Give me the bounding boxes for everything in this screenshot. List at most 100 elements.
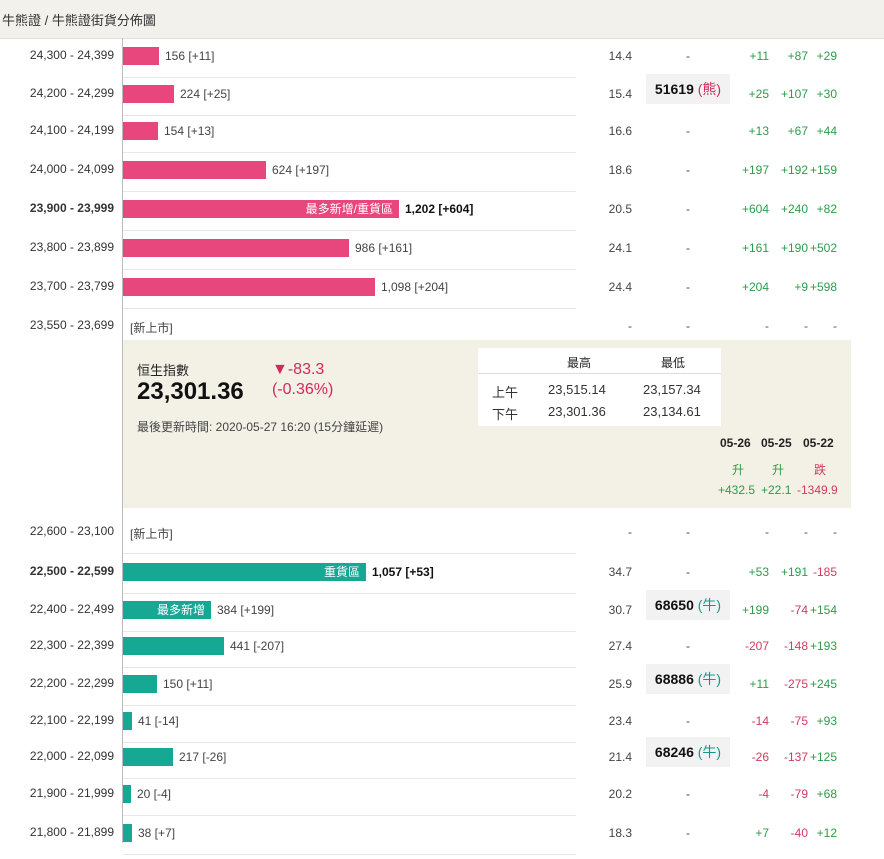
change-1: -26 (751, 750, 769, 764)
row-separator (123, 705, 576, 706)
count-bar[interactable] (123, 47, 159, 65)
row-separator (123, 191, 576, 192)
bear-row: 24,100 - 24,199 154 [+13] 16.6 - +13 +67 +44 (0, 119, 884, 157)
bar-count: 41 [-14] (138, 714, 179, 728)
count-bar[interactable] (123, 161, 266, 179)
product-code-empty: - (686, 49, 690, 63)
product-code-empty: - (686, 826, 690, 840)
bar-count: 217 [-26] (179, 750, 227, 764)
count-bar[interactable] (123, 637, 224, 655)
count-bar[interactable] (123, 85, 174, 103)
bull-row: 22,500 - 22,599 重貨區 1,057 [+53] 34.7 - +53 +19… (0, 560, 884, 598)
trend-value-1: +432.5 (718, 483, 756, 497)
bar-count: 38 [+7] (138, 826, 176, 840)
bar-count: 986 [+161] (355, 241, 413, 255)
ratio-value: 34.7 (608, 565, 632, 579)
index-name: 恒生指數 (137, 363, 190, 378)
change-1: -4 (758, 787, 769, 801)
trend-label-1: 升 (732, 463, 745, 477)
count-bar[interactable] (123, 601, 211, 619)
change-2: +107 (780, 87, 808, 101)
new-listing-label: [新上市] (130, 321, 173, 335)
bear-row: 23,700 - 23,799 1,098 [+204] 24.4 - +204 +9 +5… (0, 275, 884, 313)
index-change-percent: (-0.36%) (272, 381, 334, 398)
price-range: 22,200 - 22,299 (29, 676, 114, 690)
breadcrumb[interactable]: 牛熊證 / 牛熊證街貨分佈圖 (2, 13, 156, 28)
count-bar[interactable] (123, 563, 366, 581)
bar-count: 1,057 [+53] (372, 565, 434, 579)
change-1: -14 (751, 714, 769, 728)
change-3: +82 (816, 202, 837, 216)
row-separator (123, 742, 576, 743)
product-code[interactable]: 68246 (牛) (646, 737, 730, 767)
product-code-empty: - (686, 280, 690, 294)
product-code[interactable]: 51619 (熊) (646, 74, 730, 104)
row-separator (123, 115, 576, 116)
ratio-value: 15.4 (608, 87, 632, 101)
ratio-value: 20.2 (608, 787, 632, 801)
count-bar[interactable] (123, 712, 132, 730)
change-1: +53 (748, 565, 769, 579)
bar-count: 1,202 [+604] (405, 202, 474, 216)
bull-row: 22,400 - 22,499 最多新增 384 [+199] 30.7 68650 (… (0, 590, 884, 636)
product-code-empty: - (686, 124, 690, 138)
row-separator (123, 269, 576, 270)
bar-count: 441 [-207] (230, 639, 285, 653)
count-bar[interactable] (123, 748, 173, 766)
ratio-value: 23.4 (608, 714, 632, 728)
bar-tag: 最多新增/重貨區 (305, 202, 393, 216)
price-range: 24,100 - 24,199 (29, 123, 114, 137)
code-type: (牛) (697, 671, 722, 687)
ratio-value: 24.1 (608, 241, 632, 255)
price-range: 21,900 - 21,999 (29, 786, 114, 800)
product-code[interactable]: 68886 (牛) (646, 664, 730, 694)
change-3: +245 (809, 677, 837, 691)
bar-count: 384 [+199] (217, 603, 275, 617)
product-code-empty: - (686, 202, 690, 216)
count-bar[interactable] (123, 824, 132, 842)
change-3: +12 (816, 826, 837, 840)
bar-count: 150 [+11] (163, 677, 213, 691)
change-3: +30 (816, 87, 837, 101)
code-type: (熊) (697, 81, 722, 97)
ratio-value: - (628, 525, 632, 539)
change-2: -79 (790, 787, 808, 801)
pm-low: 23,134.61 (643, 404, 701, 419)
pm-high: 23,301.36 (548, 404, 606, 419)
product-code-empty: - (686, 639, 690, 653)
count-bar[interactable] (123, 122, 158, 140)
change-1: - (765, 319, 769, 333)
price-range: 22,400 - 22,499 (29, 602, 114, 616)
count-bar[interactable] (123, 278, 375, 296)
price-range: 23,900 - 23,999 (29, 201, 114, 215)
change-3: +125 (809, 750, 837, 764)
code-number[interactable]: 68886 (654, 671, 694, 687)
code-type: (牛) (697, 597, 722, 613)
bull-row: 21,800 - 21,899 38 [+7] 18.3 - +7 -40 +12 (0, 821, 884, 859)
ratio-value: 21.4 (608, 750, 632, 764)
bull-row: 22,300 - 22,399 441 [-207] 27.4 - -207 -148 +1… (0, 634, 884, 672)
change-3: +159 (809, 163, 837, 177)
count-bar[interactable] (123, 785, 131, 803)
code-number[interactable]: 68650 (654, 597, 694, 613)
row-separator (123, 631, 576, 632)
row-separator (123, 230, 576, 231)
product-code-empty: - (686, 163, 690, 177)
trend-value-2: +22.1 (761, 483, 792, 497)
count-bar[interactable] (123, 200, 399, 218)
change-2: +67 (787, 124, 808, 138)
bar-count: 156 [+11] (165, 49, 215, 63)
bear-row: 24,000 - 24,099 624 [+197] 18.6 - +197 +192 +1… (0, 158, 884, 196)
price-range: 23,800 - 23,899 (29, 240, 114, 254)
change-3: +598 (809, 280, 837, 294)
count-bar[interactable] (123, 239, 349, 257)
product-code[interactable]: 68650 (牛) (646, 590, 730, 620)
product-code-empty: - (686, 565, 690, 579)
change-2: +191 (780, 565, 808, 579)
code-number[interactable]: 68246 (654, 744, 694, 760)
code-number[interactable]: 51619 (654, 81, 694, 97)
trend-label-2: 升 (772, 463, 785, 477)
row-separator (123, 553, 576, 554)
bull-row: 21,900 - 21,999 20 [-4] 20.2 - -4 -79 +68 (0, 782, 884, 820)
count-bar[interactable] (123, 675, 157, 693)
